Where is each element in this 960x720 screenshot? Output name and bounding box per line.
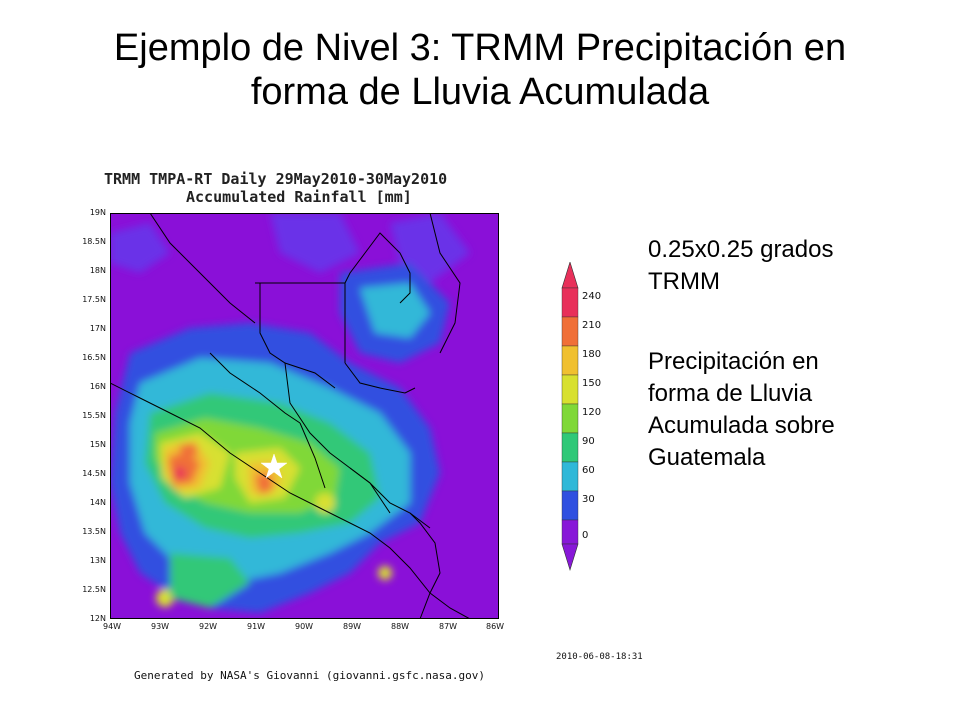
lon-tick-label: 91W	[247, 622, 266, 631]
colorbar-label: 180	[582, 349, 602, 360]
description-line-2: forma de Lluvia	[648, 380, 813, 407]
colorbar-segment	[561, 432, 579, 463]
colorbar-segment	[561, 287, 579, 318]
colorbar-segment	[561, 374, 579, 405]
slide-title: Ejemplo de Nivel 3: TRMM Precipitación e…	[0, 26, 960, 114]
lat-tick-label: 17.5N	[82, 295, 106, 304]
map-timestamp: 2010-06-08-18:31	[556, 652, 643, 662]
colorbar-label: 210	[582, 320, 602, 331]
colorbar-label: 90	[582, 436, 595, 447]
lon-tick-label: 90W	[295, 622, 314, 631]
map-caption-1: TRMM TMPA-RT Daily 29May2010-30May2010	[104, 170, 448, 188]
colorbar-label: 0	[582, 530, 589, 541]
colorbar-top-cap	[561, 262, 579, 289]
colorbar-label: 30	[582, 494, 595, 505]
lat-tick-label: 19N	[89, 208, 106, 217]
title-line-2: forma de Lluvia Acumulada	[250, 71, 710, 113]
lon-tick-label: 93W	[151, 622, 170, 631]
lat-tick-label: 15N	[89, 440, 106, 449]
resolution-line-1: 0.25x0.25 grados	[648, 236, 834, 263]
resolution-line-2: TRMM	[648, 268, 720, 295]
lat-tick-label: 14.5N	[82, 469, 106, 478]
lat-tick-label: 18.5N	[82, 237, 106, 246]
colorbar-label: 150	[582, 378, 602, 389]
colorbar-segment	[561, 519, 579, 545]
colorbar	[561, 262, 579, 572]
map-borders	[110, 213, 471, 619]
lat-tick-label: 18N	[89, 266, 106, 275]
colorbar-bottom-cap	[561, 543, 579, 572]
lon-tick-label: 89W	[343, 622, 362, 631]
resolution-text: 0.25x0.25 grados TRMM	[648, 234, 833, 298]
lon-tick-label: 92W	[199, 622, 218, 631]
colorbar-label: 120	[582, 407, 602, 418]
colorbar-segment	[561, 461, 579, 492]
map-caption-2: Accumulated Rainfall [mm]	[186, 188, 412, 206]
lat-tick-label: 14N	[89, 498, 106, 507]
lat-tick-label: 15.5N	[82, 411, 106, 420]
colorbar-segment	[561, 316, 579, 347]
colorbar-label: 240	[582, 291, 602, 302]
lat-tick-label: 12N	[89, 614, 106, 623]
lat-tick-label: 13.5N	[82, 527, 106, 536]
description-line-1: Precipitación en	[648, 348, 819, 375]
lat-tick-label: 17N	[89, 324, 106, 333]
description-line-4: Guatemala	[648, 444, 766, 471]
colorbar-label: 60	[582, 465, 595, 476]
lon-tick-label: 87W	[439, 622, 458, 631]
star-icon	[260, 453, 288, 479]
colorbar-segment	[561, 345, 579, 376]
lon-tick-label: 86W	[486, 622, 505, 631]
description-line-3: Acumulada sobre	[648, 412, 835, 439]
rainfall-field	[110, 213, 470, 613]
title-line-1: Ejemplo de Nivel 3: TRMM Precipitación e…	[113, 27, 847, 69]
description-text: Precipitación en forma de Lluvia Acumula…	[648, 346, 835, 474]
lon-tick-label: 88W	[391, 622, 410, 631]
colorbar-segment	[561, 490, 579, 521]
lat-tick-label: 16N	[89, 382, 106, 391]
rainfall-map	[110, 213, 499, 619]
lon-tick-label: 94W	[103, 622, 122, 631]
lat-tick-label: 16.5N	[82, 353, 106, 362]
colorbar-segment	[561, 403, 579, 434]
lat-tick-label: 13N	[89, 556, 106, 565]
generated-by-credit: Generated by NASA's Giovanni (giovanni.g…	[134, 669, 485, 682]
lat-tick-label: 12.5N	[82, 585, 106, 594]
